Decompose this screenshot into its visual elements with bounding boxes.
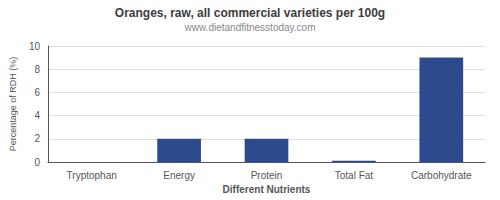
- svg-text:Total Fat: Total Fat: [335, 170, 374, 181]
- svg-text:Carbohydrate: Carbohydrate: [411, 170, 472, 181]
- svg-text:www.dietandfitnesstoday.com: www.dietandfitnesstoday.com: [184, 22, 316, 33]
- svg-text:Different Nutrients: Different Nutrients: [223, 184, 311, 195]
- svg-text:Energy: Energy: [163, 170, 195, 181]
- svg-text:4: 4: [34, 110, 40, 121]
- svg-text:2: 2: [34, 133, 40, 144]
- svg-text:Protein: Protein: [251, 170, 283, 181]
- svg-text:0: 0: [34, 157, 40, 168]
- svg-text:8: 8: [34, 64, 40, 75]
- svg-text:Percentage of RDH (%): Percentage of RDH (%): [8, 57, 18, 152]
- svg-text:10: 10: [29, 41, 41, 52]
- svg-text:Tryptophan: Tryptophan: [67, 170, 117, 181]
- svg-text:6: 6: [34, 87, 40, 98]
- svg-text:Oranges, raw, all commercial v: Oranges, raw, all commercial varieties p…: [115, 6, 385, 20]
